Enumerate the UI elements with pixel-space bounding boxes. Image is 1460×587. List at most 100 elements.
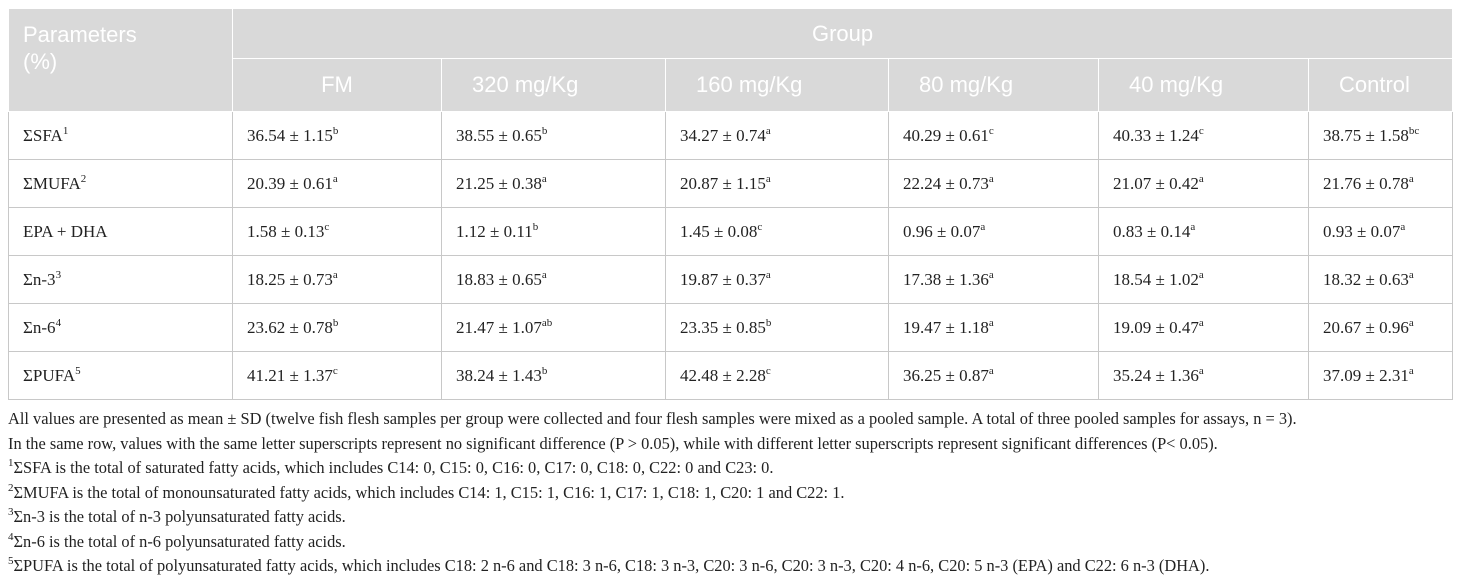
footnote: 1ΣSFA is the total of saturated fatty ac… <box>8 456 1458 481</box>
row-label: Σn-64 <box>8 303 233 352</box>
significance-letter: a <box>988 316 994 329</box>
data-cell: 38.55 ± 0.65b <box>441 111 666 160</box>
row-label-text: Σn-6 <box>23 317 56 337</box>
data-cell: 18.25 ± 0.73a <box>232 255 442 304</box>
cell-value: 20.39 ± 0.61 <box>247 173 333 193</box>
significance-letter: a <box>1408 172 1414 185</box>
cell-value: 21.07 ± 0.42 <box>1113 173 1199 193</box>
data-cell: 38.24 ± 1.43b <box>441 351 666 400</box>
cell-value: 1.12 ± 0.11 <box>456 221 533 241</box>
cell-value: 0.96 ± 0.07 <box>903 221 981 241</box>
significance-letter: a <box>765 172 771 185</box>
data-cell: 18.83 ± 0.65a <box>441 255 666 304</box>
cell-value: 23.62 ± 0.78 <box>247 317 333 337</box>
cell-value: 18.83 ± 0.65 <box>456 269 542 289</box>
footnote-mark: 5 <box>8 555 14 567</box>
column-header: 80 mg/Kg <box>888 58 1099 112</box>
column-header: 160 mg/Kg <box>665 58 889 112</box>
row-label-text: ΣMUFA <box>23 173 81 193</box>
cell-value: 1.45 ± 0.08 <box>680 221 758 241</box>
cell-value: 34.27 ± 0.74 <box>680 125 766 145</box>
row-label: ΣPUFA5 <box>8 351 233 400</box>
data-cell: 18.54 ± 1.02a <box>1098 255 1309 304</box>
cell-value: 20.87 ± 1.15 <box>680 173 766 193</box>
cell-value: 38.24 ± 1.43 <box>456 365 542 385</box>
significance-letter: b <box>532 220 539 233</box>
footnote-mark: 3 <box>8 506 14 518</box>
significance-letter: a <box>988 268 994 281</box>
significance-letter: a <box>541 268 547 281</box>
data-cell: 21.25 ± 0.38a <box>441 159 666 208</box>
cell-value: 1.58 ± 0.13 <box>247 221 325 241</box>
significance-letter: b <box>332 316 339 329</box>
data-cell: 40.33 ± 1.24c <box>1098 111 1309 160</box>
data-cell: 0.93 ± 0.07a <box>1307 207 1454 256</box>
row-label-text: Σn-3 <box>23 269 56 289</box>
cell-value: 42.48 ± 2.28 <box>680 365 766 385</box>
data-cell: 42.48 ± 2.28c <box>665 351 889 400</box>
column-header: Control <box>1307 58 1454 112</box>
footnote-mark: 1 <box>8 457 14 469</box>
footnote-text: ΣSFA is the total of saturated fatty aci… <box>13 458 774 477</box>
cell-value: 36.25 ± 0.87 <box>903 365 989 385</box>
data-cell: 20.39 ± 0.61a <box>232 159 442 208</box>
cell-value: 19.87 ± 0.37 <box>680 269 766 289</box>
significance-letter: a <box>332 268 338 281</box>
data-cell: 20.87 ± 1.15a <box>665 159 889 208</box>
cell-value: 21.47 ± 1.07 <box>456 317 542 337</box>
significance-letter: c <box>324 220 330 233</box>
significance-letter: c <box>765 364 771 377</box>
data-cell: 40.29 ± 0.61c <box>888 111 1099 160</box>
cell-value: 0.83 ± 0.14 <box>1113 221 1191 241</box>
column-header: 320 mg/Kg <box>441 58 666 112</box>
significance-letter: a <box>1198 364 1204 377</box>
cell-value: 18.54 ± 1.02 <box>1113 269 1199 289</box>
table-notes: All values are presented as mean ± SD (t… <box>8 407 1458 579</box>
cell-value: 21.76 ± 0.78 <box>1323 173 1409 193</box>
footnote-mark: 4 <box>55 316 62 329</box>
significance-letter: a <box>1408 364 1414 377</box>
data-cell: 41.21 ± 1.37c <box>232 351 442 400</box>
header-cell: Parameters (%) <box>8 8 233 112</box>
significance-letter: a <box>988 364 994 377</box>
significance-letter: b <box>765 316 772 329</box>
significance-letter: b <box>332 124 339 137</box>
significance-letter: a <box>765 124 771 137</box>
significance-letter: a <box>1198 268 1204 281</box>
table-row: Σn-64 23.62 ± 0.78b 21.47 ± 1.07ab 23.35 ± … <box>8 303 1454 352</box>
significance-letter: b <box>541 364 548 377</box>
significance-letter: a <box>1408 316 1414 329</box>
footnote: 2ΣMUFA is the total of monounsaturated f… <box>8 481 1458 506</box>
cell-value: 23.35 ± 0.85 <box>680 317 766 337</box>
row-label: Σn-33 <box>8 255 233 304</box>
cell-value: 41.21 ± 1.37 <box>247 365 333 385</box>
cell-value: 40.29 ± 0.61 <box>903 125 989 145</box>
data-cell: 0.96 ± 0.07a <box>888 207 1099 256</box>
cell-value: 38.55 ± 0.65 <box>456 125 542 145</box>
data-cell: 1.58 ± 0.13c <box>232 207 442 256</box>
cell-value: 17.38 ± 1.36 <box>903 269 989 289</box>
footnote-text: Σn-6 is the total of n-6 polyunsaturated… <box>13 531 346 551</box>
footnote-mark: 1 <box>62 124 69 137</box>
footnote-mark: 2 <box>8 481 14 494</box>
footnote-text: Σn-3 is the total of n-3 polyunsaturated… <box>13 507 346 526</box>
data-cell: 34.27 ± 0.74a <box>665 111 889 160</box>
column-header: 40 mg/Kg <box>1098 58 1309 112</box>
header-text: Parameters (%) <box>23 22 137 74</box>
data-cell: 38.75 ± 1.58bc <box>1307 111 1454 160</box>
data-cell: 19.87 ± 0.37a <box>665 255 889 304</box>
footnote-mark: 4 <box>8 530 14 543</box>
row-label-text: ΣPUFA <box>23 365 76 385</box>
row-label: ΣSFA1 <box>8 111 233 160</box>
data-cell: 35.24 ± 1.36a <box>1098 351 1309 400</box>
row-label-text: ΣSFA <box>23 125 63 145</box>
table-row: EPA + DHA 1.58 ± 0.13c 1.12 ± 0.11b 1.45 ± … <box>8 207 1454 256</box>
significance-letter: a <box>1400 220 1406 233</box>
significance-letter: bc <box>1408 124 1420 137</box>
data-cell: 36.25 ± 0.87a <box>888 351 1099 400</box>
cell-value: 22.24 ± 0.73 <box>903 173 989 193</box>
table-row: ΣPUFA5 41.21 ± 1.37c 38.24 ± 1.43b 42.48 ± … <box>8 351 1454 400</box>
significance-letter: ab <box>541 316 553 329</box>
data-cell: 22.24 ± 0.73a <box>888 159 1099 208</box>
data-cell: 23.35 ± 0.85b <box>665 303 889 352</box>
